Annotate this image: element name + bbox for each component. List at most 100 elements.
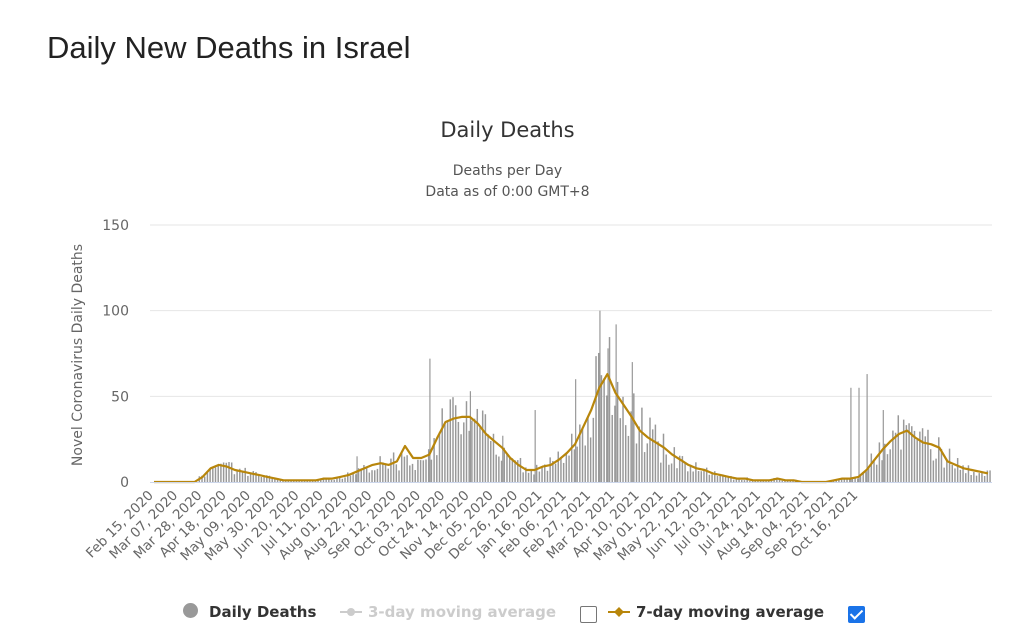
bar-35-1 xyxy=(436,455,438,482)
bar-21-2 xyxy=(325,478,327,482)
bar-38-0 xyxy=(457,421,460,482)
bar-15-0 xyxy=(271,478,273,482)
bar-51-2 xyxy=(568,455,570,482)
bar-66-1 xyxy=(687,471,689,482)
legend-ma7-marker-icon xyxy=(608,607,630,617)
bar-16-0 xyxy=(279,479,282,482)
page-title: Daily New Deaths in Israel xyxy=(47,30,411,65)
bar-76-0 xyxy=(765,480,767,482)
bar-39-0 xyxy=(465,401,468,482)
bar-73-1 xyxy=(743,480,746,482)
bar-52-0 xyxy=(571,433,573,482)
bar-10-1 xyxy=(233,474,236,482)
legend-ma3[interactable]: 3-day moving average xyxy=(368,603,557,621)
bar-30-0 xyxy=(392,452,395,482)
bar-57-2 xyxy=(616,381,619,482)
bar-spike-6 xyxy=(469,391,471,482)
bar-7-1 xyxy=(209,468,211,482)
bar-28-2 xyxy=(382,462,384,482)
bar-54-0 xyxy=(587,416,589,482)
bar-23-1 xyxy=(338,476,341,482)
bar-94-0 xyxy=(911,426,913,482)
bar-20-2 xyxy=(317,480,319,482)
bar-85-2 xyxy=(843,477,846,482)
bar-23-2 xyxy=(341,478,344,482)
bar-95-1 xyxy=(921,428,924,482)
bar-36-0 xyxy=(441,408,443,482)
bar-46-2 xyxy=(527,472,530,482)
bar-61-0 xyxy=(643,452,646,482)
bar-8-1 xyxy=(217,464,219,482)
bar-6-2 xyxy=(203,476,206,482)
bar-spike-11 xyxy=(882,410,884,482)
bar-54-1 xyxy=(589,437,592,482)
bar-53-2 xyxy=(584,445,586,482)
bar-99-2 xyxy=(956,458,959,482)
ma3-checkbox[interactable] xyxy=(580,606,597,623)
bar-45-2 xyxy=(519,457,522,482)
bar-69-2 xyxy=(714,471,716,482)
bar-42-1 xyxy=(492,433,495,482)
bar-67-2 xyxy=(697,471,700,482)
bar-94-1 xyxy=(913,430,916,482)
bar-55-1 xyxy=(597,352,600,482)
bar-97-2 xyxy=(940,448,943,482)
bar-91-2 xyxy=(892,430,894,482)
bar-67-1 xyxy=(695,462,697,482)
bar-57-1 xyxy=(614,405,616,482)
bar-61-2 xyxy=(649,417,651,482)
bar-65-0 xyxy=(676,468,678,482)
bar-95-0 xyxy=(919,431,921,482)
bar-100-0 xyxy=(959,469,962,482)
bar-66-0 xyxy=(684,463,686,482)
bar-7-0 xyxy=(206,472,209,482)
bar-56-2 xyxy=(608,337,611,482)
bar-52-1 xyxy=(573,449,576,482)
bar-55-0 xyxy=(595,356,597,482)
bar-spike-1 xyxy=(599,310,601,482)
bar-64-2 xyxy=(673,447,676,482)
bar-9-2 xyxy=(228,462,230,482)
bar-102-2 xyxy=(981,473,983,482)
bar-spike-12 xyxy=(356,456,358,482)
bar-89-0 xyxy=(870,453,873,482)
bar-85-1 xyxy=(840,478,843,482)
bar-8-2 xyxy=(220,463,222,482)
bar-30-2 xyxy=(398,470,400,482)
bar-9-1 xyxy=(225,462,228,482)
bar-70-2 xyxy=(722,474,724,482)
legend-daily-deaths[interactable]: Daily Deaths xyxy=(209,603,317,621)
bar-11-1 xyxy=(241,470,244,482)
bar-97-0 xyxy=(935,458,937,482)
bar-48-0 xyxy=(538,471,541,482)
bar-60-1 xyxy=(638,426,640,482)
bar-97-1 xyxy=(938,437,940,482)
bar-50-2 xyxy=(560,457,562,482)
bar-57-0 xyxy=(611,414,613,482)
bar-72-1 xyxy=(735,478,738,482)
bar-100-2 xyxy=(965,473,967,482)
bar-30-1 xyxy=(395,464,398,482)
bar-39-2 xyxy=(471,420,473,482)
bar-86-1 xyxy=(848,478,851,482)
bar-58-0 xyxy=(619,418,622,482)
bar-91-0 xyxy=(886,454,889,482)
bar-29-0 xyxy=(384,464,387,482)
legend-ma7[interactable]: 7-day moving average xyxy=(636,603,825,621)
legend-daily-deaths-marker-icon xyxy=(183,603,198,618)
bar-26-0 xyxy=(360,468,362,482)
bar-44-2 xyxy=(511,458,514,482)
bar-53-0 xyxy=(579,424,581,482)
ma7-checkbox[interactable] xyxy=(848,606,865,623)
bar-59-2 xyxy=(633,393,635,482)
bar-63-2 xyxy=(665,454,667,482)
bar-102-1 xyxy=(978,473,980,482)
bar-53-1 xyxy=(581,427,584,482)
bar-31-2 xyxy=(406,455,408,482)
bar-12-2 xyxy=(252,471,255,482)
bar-71-1 xyxy=(727,477,730,482)
bar-10-0 xyxy=(230,462,233,482)
bar-44-1 xyxy=(508,458,511,482)
bar-31-0 xyxy=(400,453,403,482)
bar-24-2 xyxy=(349,475,352,482)
